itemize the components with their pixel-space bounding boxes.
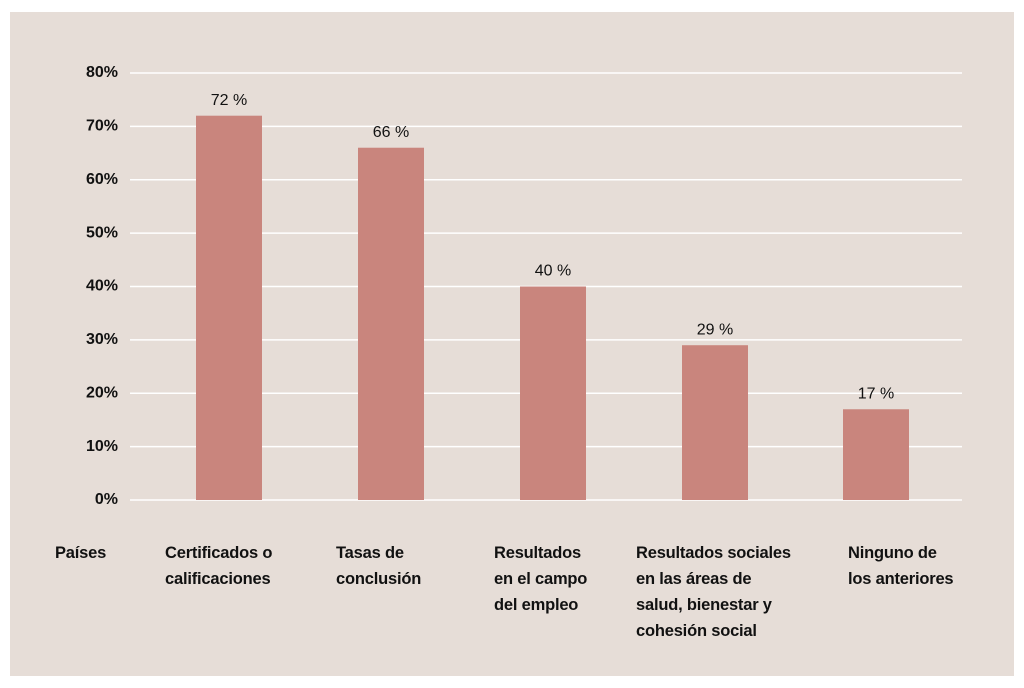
y-tick-label: 0% bbox=[95, 491, 118, 508]
value-label: 66 % bbox=[373, 124, 409, 141]
value-label: 29 % bbox=[697, 321, 733, 338]
bar bbox=[682, 345, 748, 500]
y-tick-label: 40% bbox=[86, 278, 118, 295]
x-tick-label: Resultados en el campo del empleo bbox=[494, 544, 588, 614]
chart-panel bbox=[10, 12, 1014, 676]
bar bbox=[196, 115, 262, 500]
bar bbox=[358, 147, 424, 500]
y-tick-label: 10% bbox=[86, 438, 118, 455]
x-axis-label: Países bbox=[55, 544, 107, 562]
bar bbox=[843, 409, 909, 500]
x-tick-label: Resultados sociales en las áreas de salu… bbox=[636, 544, 791, 640]
x-tick-label: Tasas de conclusión bbox=[336, 544, 422, 588]
value-label: 40 % bbox=[535, 263, 571, 280]
x-tick-label: Ninguno de los anteriores bbox=[848, 544, 954, 588]
y-tick-label: 20% bbox=[86, 384, 118, 401]
value-label: 72 % bbox=[211, 92, 247, 109]
value-label: 17 % bbox=[858, 385, 894, 402]
y-tick-label: 30% bbox=[86, 331, 118, 348]
y-tick-label: 80% bbox=[86, 64, 118, 81]
y-tick-label: 60% bbox=[86, 171, 118, 188]
x-tick-label: Certificados o calificaciones bbox=[165, 544, 273, 588]
y-tick-label: 70% bbox=[86, 118, 118, 135]
y-tick-label: 50% bbox=[86, 224, 118, 241]
bar bbox=[520, 286, 586, 500]
